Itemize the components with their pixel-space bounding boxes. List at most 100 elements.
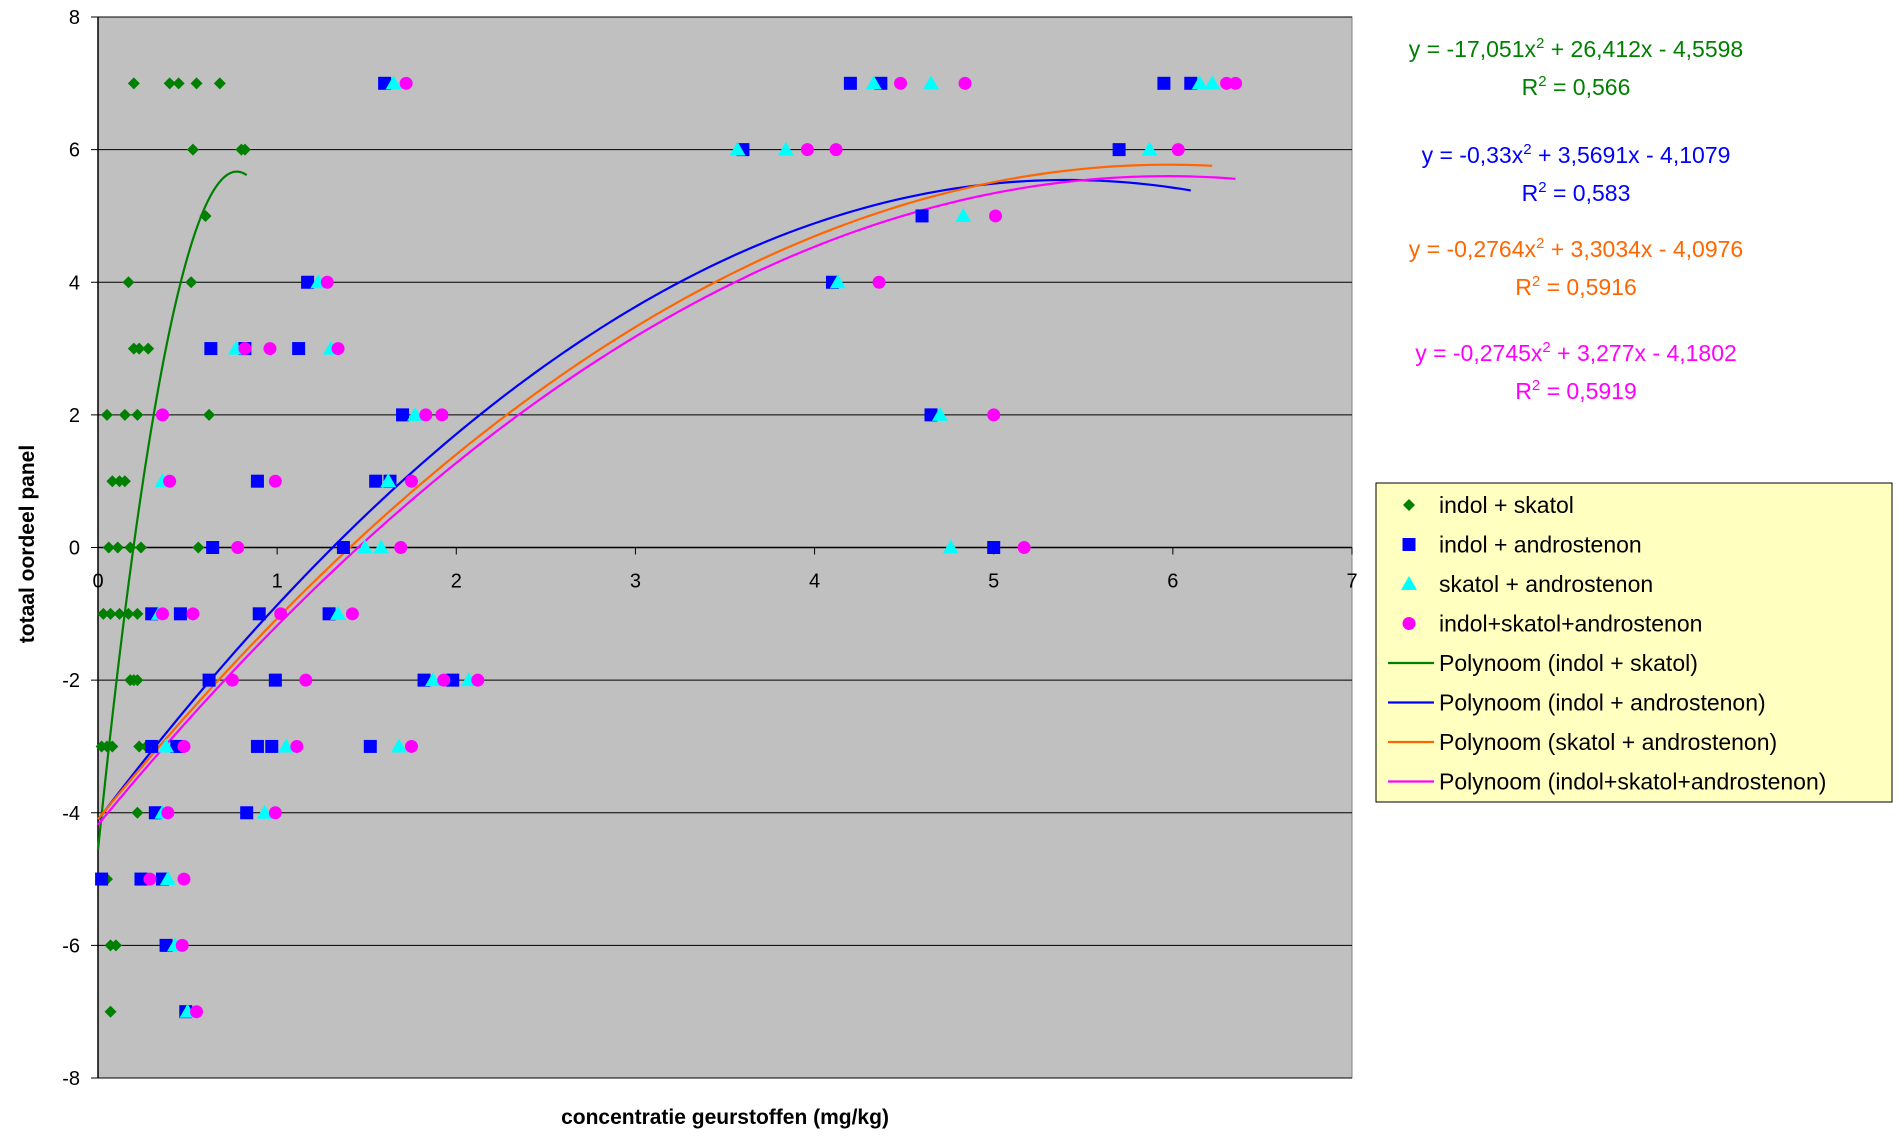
data-point (729, 141, 746, 156)
data-point (369, 474, 383, 488)
legend-marker (1402, 538, 1416, 551)
legend-marker (1403, 499, 1415, 511)
data-point (1157, 76, 1171, 90)
data-point (373, 539, 390, 554)
data-point (186, 143, 199, 156)
data-point (777, 141, 794, 156)
trendline (96, 170, 248, 850)
trendline-equation: y = -0,2764x2​ + 3,3034x - 4,0976 (1409, 235, 1743, 262)
trendline-equations: y = -17,051x2​ + 26,412x - 4,5598 R2​ = 0… (1409, 35, 1743, 404)
y-tick-label: 2 (69, 405, 80, 427)
legend-label: indol + skatol (1439, 492, 1574, 518)
data-point (190, 1005, 204, 1019)
trendline-equation: y = -17,051x2​ + 26,412x - 4,5598 (1409, 35, 1743, 62)
data-point (131, 674, 144, 687)
data-point (1229, 76, 1243, 90)
data-point (800, 143, 814, 157)
data-point (104, 607, 117, 620)
data-point (419, 408, 433, 422)
data-point (278, 738, 295, 753)
trendline-r2: R2​ = 0,5916 (1515, 273, 1637, 300)
data-point (118, 475, 131, 488)
data-point (231, 541, 245, 554)
data-point (190, 77, 203, 90)
x-tick-label: 6 (1167, 571, 1178, 593)
data-point (1204, 75, 1221, 90)
data-point (206, 541, 220, 554)
x-tick-label: 4 (809, 571, 820, 593)
data-point (102, 541, 115, 554)
data-point (97, 607, 110, 620)
legend-label: skatol + androstenon (1439, 571, 1653, 597)
data-point (185, 276, 198, 289)
legend: indol + skatol indol + androstenon skatol … (1375, 482, 1893, 803)
data-point (225, 673, 239, 687)
data-point (238, 143, 251, 156)
data-point (124, 541, 137, 554)
gridlines (98, 16, 1352, 1079)
data-point (265, 739, 279, 753)
data-point (872, 275, 886, 289)
axes (91, 16, 1353, 1079)
y-tick-label: -8 (62, 1068, 80, 1090)
data-point (299, 673, 313, 687)
legend-label: indol+skatol+androstenon (1439, 611, 1702, 637)
data-point (931, 406, 948, 421)
data-point (250, 739, 264, 753)
data-point (95, 872, 109, 886)
data-point (396, 408, 410, 422)
data-point (263, 342, 277, 356)
trendline (97, 178, 1191, 821)
data-point (331, 342, 345, 356)
data-point (407, 406, 424, 421)
data-point (274, 607, 288, 621)
data-point (111, 541, 124, 554)
data-point (177, 739, 191, 753)
y-tick-label: -6 (62, 935, 80, 957)
data-point (104, 1005, 117, 1018)
data-point (252, 607, 266, 621)
data-point (159, 871, 176, 886)
legend-marker (1401, 576, 1417, 590)
data-point (145, 739, 159, 753)
data-point (385, 75, 402, 90)
trendline-equation: y = -0,2745x2​ + 3,277x - 4,1802 (1415, 339, 1737, 366)
data-point (268, 673, 282, 687)
data-point (122, 276, 135, 289)
y-tick-label: -2 (62, 670, 80, 692)
data-point (915, 209, 929, 223)
data-point (394, 541, 408, 554)
y-tick-label: 4 (69, 272, 80, 294)
data-point (161, 806, 175, 820)
data-point (100, 408, 113, 421)
data-point (290, 739, 304, 753)
data-point (238, 342, 252, 356)
trendline-equation: y = -0,33x2​ + 3,5691x - 4,1079 (1422, 141, 1731, 168)
data-point (131, 607, 144, 620)
data-point (829, 274, 846, 289)
data-point (158, 738, 175, 753)
y-axis-title: totaal oordeel panel (16, 445, 39, 643)
x-tick-label: 0 (92, 571, 103, 593)
legend-label: Polynoom (indol + skatol) (1439, 650, 1698, 676)
data-point (177, 872, 191, 886)
data-point (292, 342, 306, 356)
data-point (213, 77, 226, 90)
data-points (95, 75, 1243, 1019)
data-point (240, 806, 254, 820)
data-point (923, 75, 940, 90)
data-point (958, 76, 972, 90)
data-point (363, 739, 377, 753)
data-point (356, 539, 373, 554)
data-point (199, 209, 212, 222)
data-point (336, 541, 350, 554)
data-point (134, 872, 148, 886)
legend-marker (1402, 617, 1416, 630)
data-point (250, 474, 264, 488)
data-point (133, 342, 146, 355)
legend-box (1375, 482, 1893, 803)
data-point (131, 408, 144, 421)
data-point (989, 209, 1003, 223)
data-point (163, 474, 177, 488)
